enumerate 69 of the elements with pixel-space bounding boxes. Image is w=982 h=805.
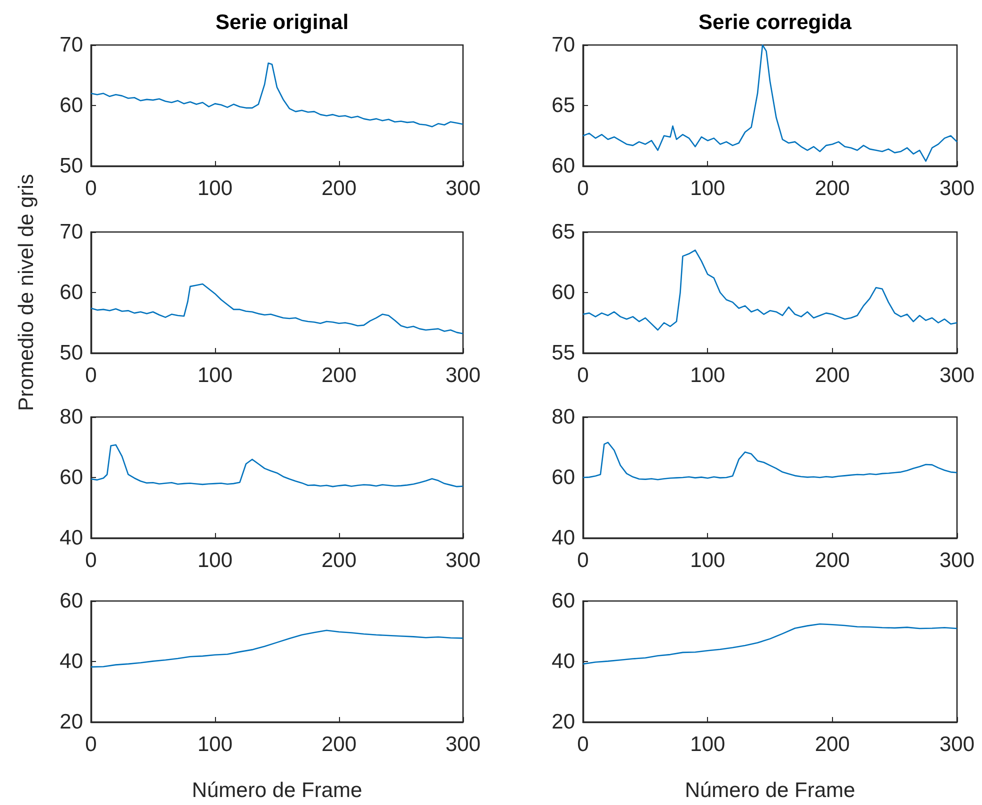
x-tick-label: 0 [577, 364, 589, 387]
y-tick-label: 60 [552, 590, 575, 612]
x-tick-label: 0 [577, 177, 589, 200]
x-tick-label: 100 [197, 364, 233, 387]
x-tick-label: 300 [939, 177, 975, 200]
y-tick-label: 65 [552, 94, 575, 117]
x-tick-label: 100 [690, 733, 726, 756]
y-tick-label: 60 [552, 281, 575, 304]
x-tick-label: 200 [814, 364, 850, 387]
x-tick-label: 200 [321, 733, 357, 756]
y-tick-label: 20 [60, 710, 83, 734]
x-tick-label: 100 [197, 177, 233, 200]
x-tick-label: 200 [321, 177, 357, 200]
y-tick-label: 50 [60, 154, 83, 178]
x-tick-label: 200 [814, 177, 850, 200]
y-tick-label: 70 [60, 34, 83, 56]
y-tick-label: 40 [552, 650, 575, 673]
line-series [582, 250, 958, 331]
x-tick-label: 100 [690, 549, 726, 572]
y-tick-label: 80 [552, 406, 575, 428]
x-tick-label: 0 [85, 364, 97, 387]
x-axis-title: Número de Frame [684, 779, 856, 802]
y-tick-label: 20 [552, 710, 575, 734]
y-tick-label: 70 [60, 220, 83, 244]
y-tick-label: 40 [552, 526, 575, 550]
x-tick-label: 100 [690, 364, 726, 387]
line-series [90, 62, 464, 128]
y-tick-label: 40 [60, 650, 83, 673]
line-series [582, 442, 958, 480]
chart-title: Serie original [215, 11, 349, 34]
y-tick-label: 60 [60, 590, 83, 612]
x-tick-label: 300 [939, 364, 975, 387]
x-tick-label: 0 [85, 549, 97, 572]
y-tick-label: 60 [552, 466, 575, 489]
x-tick-label: 100 [690, 177, 726, 200]
y-tick-label: 50 [60, 342, 83, 364]
x-tick-label: 200 [814, 549, 850, 572]
x-tick-label: 300 [939, 549, 975, 572]
x-tick-label: 300 [445, 549, 481, 572]
x-tick-label: 0 [577, 549, 589, 572]
x-tick-label: 100 [197, 733, 233, 756]
line-series [582, 44, 958, 162]
x-tick-label: 200 [321, 549, 357, 572]
line-series [582, 623, 958, 665]
y-tick-label: 60 [60, 466, 83, 489]
y-tick-label: 60 [552, 154, 575, 178]
x-tick-label: 100 [197, 549, 233, 572]
x-tick-label: 300 [445, 733, 481, 756]
y-tick-label: 65 [552, 220, 575, 244]
y-tick-label: 70 [552, 34, 575, 56]
y-tick-label: 40 [60, 526, 83, 550]
x-tick-label: 300 [445, 177, 481, 200]
x-axis-title: Número de Frame [192, 779, 362, 802]
y-tick-label: 80 [60, 406, 83, 428]
y-axis-title: Promedio de nivel de gris [15, 174, 38, 411]
chart-title: Serie corregida [698, 11, 852, 34]
x-tick-label: 0 [85, 733, 97, 756]
x-tick-label: 200 [321, 364, 357, 387]
x-tick-label: 0 [85, 177, 97, 200]
y-tick-label: 55 [552, 342, 575, 364]
line-series [90, 630, 464, 668]
line-series [90, 283, 464, 334]
x-tick-label: 300 [445, 364, 481, 387]
x-tick-label: 200 [814, 733, 850, 756]
line-series [90, 444, 464, 488]
x-tick-label: 0 [577, 733, 589, 756]
y-tick-label: 60 [60, 94, 83, 117]
x-tick-label: 300 [939, 733, 975, 756]
y-tick-label: 60 [60, 281, 83, 304]
